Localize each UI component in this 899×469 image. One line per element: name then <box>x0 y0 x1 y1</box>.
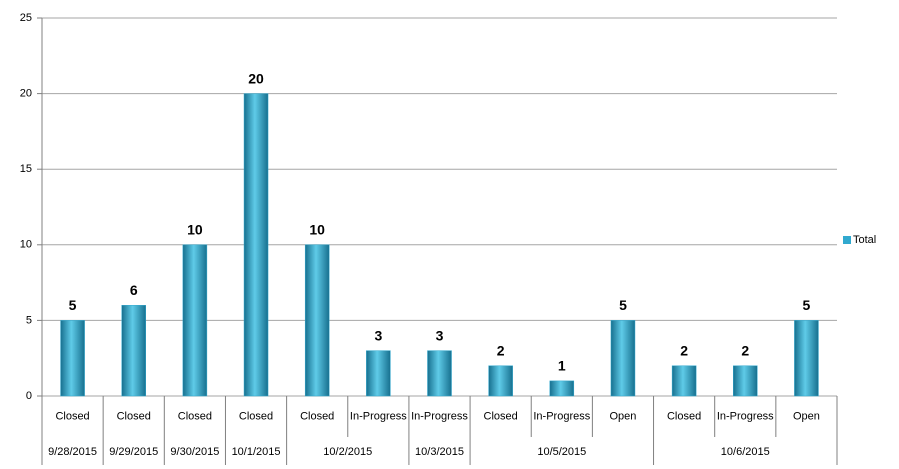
y-tick-label: 10 <box>20 239 32 251</box>
data-label: 5 <box>619 297 627 313</box>
x-tick-label: In-Progress <box>717 410 774 422</box>
bar <box>243 93 269 397</box>
bar <box>427 350 452 397</box>
y-tick-label: 25 <box>20 12 32 24</box>
bar <box>60 320 85 397</box>
data-label: 20 <box>248 70 264 86</box>
group-label: 10/5/2015 <box>537 446 586 458</box>
x-tick-label: In-Progress <box>411 410 468 422</box>
data-label: 5 <box>803 297 811 313</box>
y-tick-label: 5 <box>26 314 32 326</box>
bar <box>488 365 513 397</box>
bar <box>304 244 330 397</box>
y-tick-label: 15 <box>20 163 32 175</box>
group-label: 10/1/2015 <box>232 446 281 458</box>
legend-label: Total <box>853 234 876 246</box>
y-tick-label: 20 <box>20 88 32 100</box>
x-tick-label: Closed <box>300 410 334 422</box>
data-label: 2 <box>741 342 749 358</box>
bar <box>610 320 636 397</box>
group-label: 10/6/2015 <box>721 446 770 458</box>
y-tick-label: 0 <box>26 390 32 402</box>
x-tick-label: Closed <box>484 410 518 422</box>
x-tick-label: In-Progress <box>533 410 590 422</box>
data-label: 1 <box>558 358 566 374</box>
x-tick-label: Open <box>610 410 637 422</box>
x-tick-label: In-Progress <box>350 410 407 422</box>
group-label: 9/28/2015 <box>48 446 97 458</box>
x-tick-label: Closed <box>117 410 151 422</box>
data-label: 10 <box>309 222 325 238</box>
data-label: 3 <box>374 327 382 343</box>
data-label: 5 <box>69 297 77 313</box>
data-label: 3 <box>436 327 444 343</box>
data-label: 6 <box>130 282 138 298</box>
data-label: 2 <box>497 342 505 358</box>
bar <box>549 380 575 397</box>
x-tick-label: Open <box>793 410 820 422</box>
bar <box>671 365 697 397</box>
x-tick-label: Closed <box>667 410 701 422</box>
group-label: 10/3/2015 <box>415 446 464 458</box>
bar <box>733 365 758 397</box>
data-label: 10 <box>187 222 203 238</box>
bar <box>366 350 391 397</box>
x-tick-label: Closed <box>55 410 89 422</box>
group-label: 9/30/2015 <box>170 446 219 458</box>
bar <box>794 320 819 397</box>
x-tick-label: Closed <box>239 410 273 422</box>
legend-swatch <box>843 236 851 244</box>
bar <box>121 305 146 397</box>
group-label: 9/29/2015 <box>109 446 158 458</box>
group-label: 10/2/2015 <box>323 446 372 458</box>
x-tick-label: Closed <box>178 410 212 422</box>
data-label: 2 <box>680 342 688 358</box>
bar <box>182 244 208 397</box>
